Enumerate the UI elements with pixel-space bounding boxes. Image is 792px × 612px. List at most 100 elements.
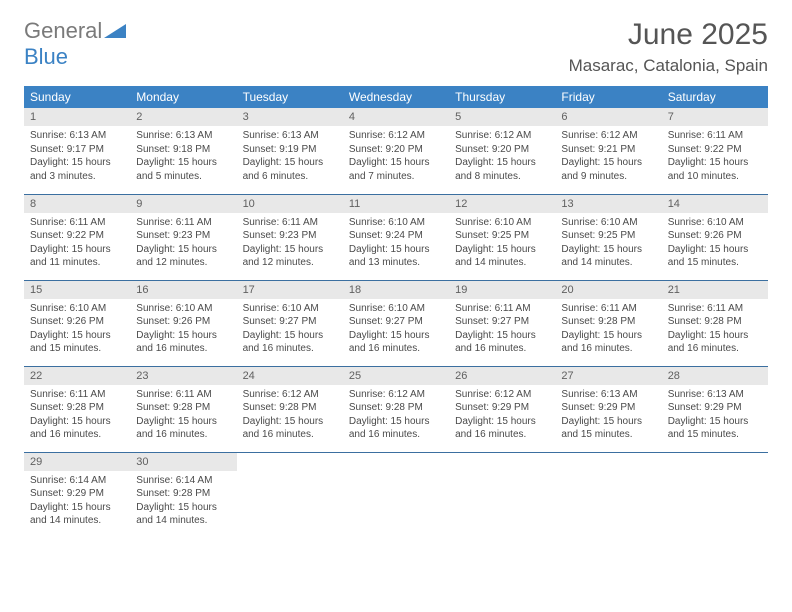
sunrise-line: Sunrise: 6:11 AM	[561, 303, 636, 314]
daylight-line: Daylight: 15 hours and 10 minutes.	[668, 157, 749, 182]
sunset-line: Sunset: 9:22 PM	[30, 230, 104, 241]
sunset-line: Sunset: 9:22 PM	[668, 144, 742, 155]
sunset-line: Sunset: 9:20 PM	[349, 144, 423, 155]
sunrise-line: Sunrise: 6:13 AM	[668, 389, 744, 400]
sunrise-line: Sunrise: 6:12 AM	[455, 389, 531, 400]
day-details: Sunrise: 6:10 AM Sunset: 9:26 PM Daylight:…	[662, 213, 768, 274]
day-details: Sunrise: 6:10 AMSunset: 9:24 PMDaylight:…	[343, 213, 449, 274]
day-details: Sunrise: 6:10 AMSunset: 9:26 PMDaylight:…	[130, 299, 236, 360]
day-details: Sunrise: 6:13 AMSunset: 9:29 PMDaylight:…	[662, 385, 768, 446]
sunset-line: Sunset: 9:18 PM	[136, 144, 210, 155]
sunrise-line: Sunrise: 6:12 AM	[349, 389, 425, 400]
calendar-cell: 6Sunrise: 6:12 AMSunset: 9:21 PMDaylight…	[555, 108, 661, 194]
sunrise-line: Sunrise: 6:12 AM	[243, 389, 319, 400]
sunrise-line: Sunrise: 6:11 AM	[136, 217, 211, 228]
calendar-row: 8Sunrise: 6:11 AMSunset: 9:22 PMDaylight…	[24, 194, 768, 280]
sunset-line: Sunset: 9:27 PM	[243, 316, 317, 327]
day-details: Sunrise: 6:11 AM Sunset: 9:22 PM Daylight:…	[662, 126, 768, 187]
calendar-cell: 30Sunrise: 6:14 AMSunset: 9:28 PMDayligh…	[130, 452, 236, 538]
sunrise-line: Sunrise: 6:10 AM	[30, 303, 106, 314]
calendar-cell: 16Sunrise: 6:10 AMSunset: 9:26 PMDayligh…	[130, 280, 236, 366]
day-number: 30	[130, 453, 236, 471]
sunrise-line: Sunrise: 6:10 AM	[349, 303, 425, 314]
day-number: 10	[237, 195, 343, 213]
sunset-line: Sunset: 9:17 PM	[30, 144, 104, 155]
sunrise-line: Sunrise: 6:11 AM	[136, 389, 211, 400]
daylight-line: Daylight: 15 hours and 12 minutes.	[243, 244, 324, 269]
day-number: 17	[237, 281, 343, 299]
weekday-header: Wednesday	[343, 86, 449, 108]
day-details: Sunrise: 6:10 AMSunset: 9:27 PMDaylight:…	[237, 299, 343, 360]
day-number: 25	[343, 367, 449, 385]
calendar-row: 1 Sunrise: 6:13 AM Sunset: 9:17 PM Daylight…	[24, 108, 768, 194]
calendar-cell: 12Sunrise: 6:10 AMSunset: 9:25 PMDayligh…	[449, 194, 555, 280]
calendar-cell: 27Sunrise: 6:13 AMSunset: 9:29 PMDayligh…	[555, 366, 661, 452]
day-details: Sunrise: 6:11 AMSunset: 9:28 PMDaylight:…	[24, 385, 130, 446]
weekday-header: Thursday	[449, 86, 555, 108]
daylight-line: Daylight: 15 hours and 16 minutes.	[455, 416, 536, 441]
calendar-cell: 7 Sunrise: 6:11 AM Sunset: 9:22 PM Daylight…	[662, 108, 768, 194]
calendar-cell	[449, 452, 555, 538]
calendar-cell: 20Sunrise: 6:11 AMSunset: 9:28 PMDayligh…	[555, 280, 661, 366]
day-number: 11	[343, 195, 449, 213]
sunrise-line: Sunrise: 6:10 AM	[668, 217, 744, 228]
daylight-line: Daylight: 15 hours and 9 minutes.	[561, 157, 642, 182]
logo-word-1: General	[24, 18, 102, 43]
sunset-line: Sunset: 9:29 PM	[30, 488, 104, 499]
day-number: 18	[343, 281, 449, 299]
title-block: June 2025 Masarac, Catalonia, Spain	[569, 18, 768, 76]
daylight-line: Daylight: 15 hours and 14 minutes.	[561, 244, 642, 269]
calendar-row: 22Sunrise: 6:11 AMSunset: 9:28 PMDayligh…	[24, 366, 768, 452]
sunset-line: Sunset: 9:26 PM	[668, 230, 742, 241]
day-number: 12	[449, 195, 555, 213]
daylight-line: Daylight: 15 hours and 16 minutes.	[349, 330, 430, 355]
weekday-header: Sunday	[24, 86, 130, 108]
location-text: Masarac, Catalonia, Spain	[569, 56, 768, 76]
day-number: 7	[662, 108, 768, 126]
weekday-header-row: Sunday Monday Tuesday Wednesday Thursday…	[24, 86, 768, 108]
sunset-line: Sunset: 9:28 PM	[30, 402, 104, 413]
calendar-table: Sunday Monday Tuesday Wednesday Thursday…	[24, 86, 768, 538]
calendar-cell	[555, 452, 661, 538]
sunrise-line: Sunrise: 6:14 AM	[136, 475, 212, 486]
sunrise-line: Sunrise: 6:11 AM	[668, 130, 743, 141]
sunrise-line: Sunrise: 6:11 AM	[455, 303, 530, 314]
day-details: Sunrise: 6:12 AMSunset: 9:21 PMDaylight:…	[555, 126, 661, 187]
day-details: Sunrise: 6:13 AMSunset: 9:19 PMDaylight:…	[237, 126, 343, 187]
sunrise-line: Sunrise: 6:12 AM	[349, 130, 425, 141]
calendar-cell	[237, 452, 343, 538]
day-details: Sunrise: 6:13 AMSunset: 9:29 PMDaylight:…	[555, 385, 661, 446]
calendar-cell: 26Sunrise: 6:12 AMSunset: 9:29 PMDayligh…	[449, 366, 555, 452]
sunset-line: Sunset: 9:28 PM	[349, 402, 423, 413]
daylight-line: Daylight: 15 hours and 15 minutes.	[668, 244, 749, 269]
sunrise-line: Sunrise: 6:11 AM	[30, 389, 105, 400]
sunset-line: Sunset: 9:19 PM	[243, 144, 317, 155]
sunrise-line: Sunrise: 6:12 AM	[455, 130, 531, 141]
sunrise-line: Sunrise: 6:10 AM	[243, 303, 319, 314]
day-details: Sunrise: 6:10 AMSunset: 9:27 PMDaylight:…	[343, 299, 449, 360]
day-number: 16	[130, 281, 236, 299]
calendar-cell: 28Sunrise: 6:13 AMSunset: 9:29 PMDayligh…	[662, 366, 768, 452]
day-details: Sunrise: 6:10 AMSunset: 9:25 PMDaylight:…	[555, 213, 661, 274]
sunrise-line: Sunrise: 6:10 AM	[561, 217, 637, 228]
day-details: Sunrise: 6:11 AMSunset: 9:22 PMDaylight:…	[24, 213, 130, 274]
day-details: Sunrise: 6:12 AMSunset: 9:28 PMDaylight:…	[343, 385, 449, 446]
sunset-line: Sunset: 9:28 PM	[668, 316, 742, 327]
logo-triangle-icon	[104, 24, 126, 43]
daylight-line: Daylight: 15 hours and 16 minutes.	[243, 416, 324, 441]
weekday-header: Saturday	[662, 86, 768, 108]
sunrise-line: Sunrise: 6:13 AM	[30, 130, 106, 141]
day-number: 1	[24, 108, 130, 126]
daylight-line: Daylight: 15 hours and 15 minutes.	[561, 416, 642, 441]
calendar-cell: 8Sunrise: 6:11 AMSunset: 9:22 PMDaylight…	[24, 194, 130, 280]
sunrise-line: Sunrise: 6:10 AM	[349, 217, 425, 228]
day-number: 20	[555, 281, 661, 299]
calendar-cell: 10Sunrise: 6:11 AMSunset: 9:23 PMDayligh…	[237, 194, 343, 280]
daylight-line: Daylight: 15 hours and 16 minutes.	[561, 330, 642, 355]
day-number: 27	[555, 367, 661, 385]
day-details: Sunrise: 6:11 AMSunset: 9:27 PMDaylight:…	[449, 299, 555, 360]
logo-word-2: Blue	[24, 44, 68, 69]
calendar-cell: 24Sunrise: 6:12 AMSunset: 9:28 PMDayligh…	[237, 366, 343, 452]
weekday-header: Monday	[130, 86, 236, 108]
daylight-line: Daylight: 15 hours and 16 minutes.	[136, 416, 217, 441]
